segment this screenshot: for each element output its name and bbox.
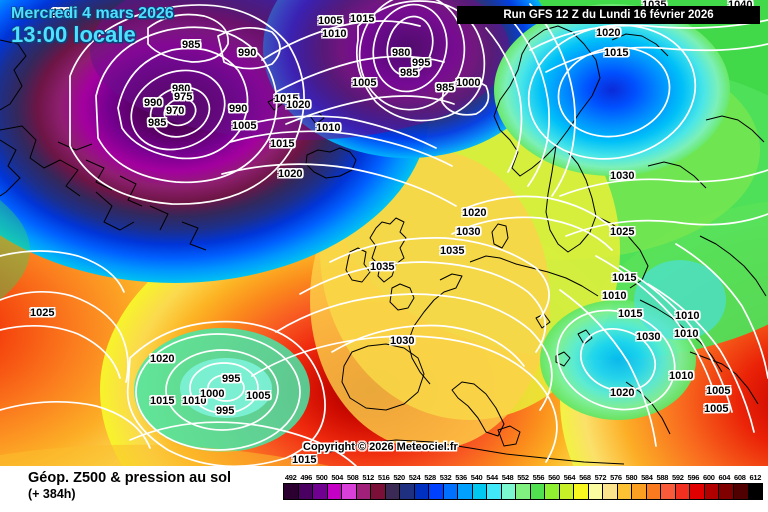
colorbar-tick-labels: 492 496 500 504 508 512 516 520 524 528 532 536 540 5… bbox=[283, 472, 763, 483]
colorbar-tick: 584 bbox=[641, 473, 653, 482]
colorbar-swatch bbox=[429, 484, 444, 499]
colorbar-tick: 592 bbox=[672, 473, 684, 482]
colorbar-tick: 540 bbox=[470, 473, 483, 482]
caption-forecast-hour: (+ 384h) bbox=[28, 487, 76, 502]
colorbar-tick: 564 bbox=[563, 473, 576, 482]
colorbar-swatch bbox=[661, 484, 676, 499]
colorbar-swatch bbox=[574, 484, 589, 499]
map-caption: Géop. Z500 & pression au sol (+ 384h) bbox=[28, 469, 231, 503]
colorbar-swatch bbox=[690, 484, 705, 499]
colorbar-swatch bbox=[356, 484, 372, 499]
colorbar-tick: 536 bbox=[455, 473, 467, 482]
colorbar-tick: 560 bbox=[548, 473, 560, 482]
colorbar-swatch bbox=[675, 484, 691, 499]
colorbar-swatch bbox=[704, 484, 720, 499]
colorbar-tick: 568 bbox=[579, 473, 591, 482]
colorbar-tick: 532 bbox=[439, 473, 452, 482]
colorbar-tick: 556 bbox=[532, 473, 545, 482]
colorbar-tick: 504 bbox=[331, 473, 343, 482]
colorbar-tick: 512 bbox=[362, 473, 374, 482]
colorbar-swatch bbox=[632, 484, 647, 499]
colorbar-tick: 544 bbox=[486, 473, 498, 482]
colorbar-swatch bbox=[327, 484, 343, 499]
colorbar-swatch bbox=[603, 484, 618, 499]
colorbar-tick: 508 bbox=[346, 473, 359, 482]
colorbar-tick: 552 bbox=[517, 473, 529, 482]
caption-title: Géop. Z500 & pression au sol bbox=[28, 470, 232, 486]
colorbar-swatches bbox=[283, 483, 763, 500]
colorbar-tick: 604 bbox=[718, 473, 731, 482]
colorbar-swatch bbox=[501, 484, 517, 499]
colorbar-legend: 492 496 500 504 508 512 516 520 524 528 532 536 540 5… bbox=[283, 472, 763, 500]
colorbar-swatch bbox=[472, 484, 488, 499]
colorbar-tick: 572 bbox=[594, 473, 607, 482]
model-run-text: Run GFS 12 Z du Lundi 16 février 2026 bbox=[503, 9, 714, 21]
colorbar-tick: 596 bbox=[687, 473, 700, 482]
colorbar-tick: 496 bbox=[300, 473, 313, 482]
colorbar-tick: 600 bbox=[703, 473, 715, 482]
colorbar-tick: 492 bbox=[284, 473, 297, 482]
colorbar-tick: 548 bbox=[501, 473, 514, 482]
colorbar-swatch bbox=[443, 484, 459, 499]
colorbar-tick: 608 bbox=[733, 473, 746, 482]
colorbar-swatch bbox=[458, 484, 473, 499]
colorbar-swatch bbox=[516, 484, 531, 499]
colorbar-swatch bbox=[371, 484, 386, 499]
colorbar-swatch bbox=[588, 484, 604, 499]
colorbar-tick: 580 bbox=[625, 473, 638, 482]
colorbar-swatch bbox=[733, 484, 749, 499]
colorbar-swatch bbox=[719, 484, 734, 499]
colorbar-swatch bbox=[559, 484, 575, 499]
colorbar-swatch bbox=[748, 484, 763, 499]
colorbar-swatch bbox=[487, 484, 502, 499]
colorbar-tick: 500 bbox=[315, 473, 328, 482]
colorbar-tick: 524 bbox=[408, 473, 421, 482]
colorbar-tick: 612 bbox=[749, 473, 762, 482]
colorbar-swatch bbox=[284, 484, 299, 499]
colorbar-tick: 576 bbox=[610, 473, 622, 482]
map-canvas bbox=[0, 0, 768, 466]
colorbar-tick: 528 bbox=[424, 473, 436, 482]
colorbar-swatch bbox=[545, 484, 560, 499]
colorbar-swatch bbox=[414, 484, 430, 499]
model-run-banner: Run GFS 12 Z du Lundi 16 février 2026 bbox=[457, 6, 760, 24]
colorbar-swatch bbox=[313, 484, 328, 499]
colorbar-tick: 516 bbox=[377, 473, 390, 482]
colorbar-swatch bbox=[646, 484, 662, 499]
footer-bar: Géop. Z500 & pression au sol (+ 384h) 49… bbox=[0, 466, 768, 512]
colorbar-swatch bbox=[530, 484, 546, 499]
colorbar-swatch bbox=[400, 484, 415, 499]
weather-map[interactable]: 1020 985 990 1015 1020 1015 1035 1040 10… bbox=[0, 0, 768, 466]
colorbar-tick: 588 bbox=[656, 473, 669, 482]
colorbar-swatch bbox=[617, 484, 633, 499]
colorbar-swatch bbox=[342, 484, 357, 499]
colorbar-swatch bbox=[298, 484, 314, 499]
colorbar-tick: 520 bbox=[393, 473, 405, 482]
colorbar-swatch bbox=[385, 484, 401, 499]
